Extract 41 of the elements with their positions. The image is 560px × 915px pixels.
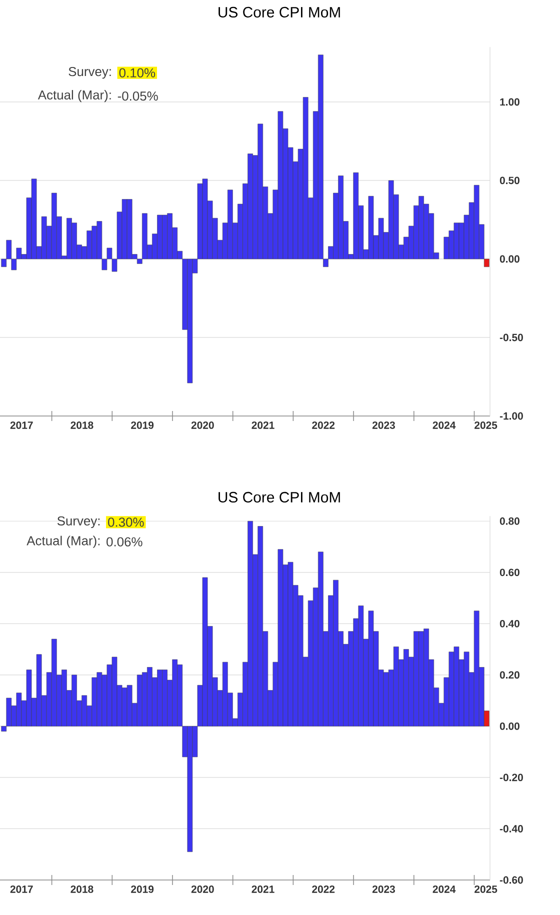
x-tick-label: 2022 [312,886,335,893]
y-tick-label: 0.50 [500,176,520,184]
x-tick-label: 2025 [474,422,498,429]
x-tick-label: 2018 [70,422,94,429]
x-tick-label: 2020 [191,886,214,893]
annotation: 0.10% [119,68,156,78]
y-tick-label: -1.00 [500,412,523,420]
x-tick-label: 2019 [131,422,154,429]
annotation: -0.05% [118,91,158,101]
chart-title: US Core CPI MoM [218,6,340,18]
y-tick-label: 0.00 [500,722,520,730]
x-tick-label: 2022 [312,422,335,429]
y-tick-label: 0.80 [500,517,520,525]
annotation: 0.30% [108,518,144,527]
annotation: Actual (Mar): [26,536,100,548]
y-tick-label: 1.00 [500,98,520,106]
y-tick-label: 0.00 [500,255,520,263]
y-tick-label: -0.60 [500,876,523,884]
chart-title: US Core CPI MoM [218,492,340,502]
x-tick-label: 2024 [432,422,456,429]
annotation: Actual (Mar): [38,90,111,102]
y-tick-label: 0.20 [500,671,520,679]
y-tick-label: -0.40 [500,825,523,832]
x-tick-label: 2017 [10,422,33,429]
x-tick-label: 2023 [372,422,395,429]
x-tick-label: 2023 [372,886,395,893]
annotation: Survey: [68,66,111,79]
x-tick-label: 2021 [252,886,274,893]
y-tick-label: -0.50 [500,334,523,342]
x-tick-label: 2021 [252,422,274,429]
y-tick-label: 0.60 [500,568,520,576]
annotation: 0.06% [106,537,142,546]
x-tick-label: 2024 [432,886,456,893]
x-tick-label: 2020 [191,422,214,429]
x-tick-label: 2018 [70,886,94,893]
annotation: Survey: [57,516,100,528]
y-tick-label: -0.20 [500,774,523,782]
x-tick-label: 2017 [10,886,33,893]
x-tick-label: 2025 [474,886,498,893]
x-tick-label: 2019 [131,886,154,893]
y-tick-label: 0.40 [500,620,520,628]
